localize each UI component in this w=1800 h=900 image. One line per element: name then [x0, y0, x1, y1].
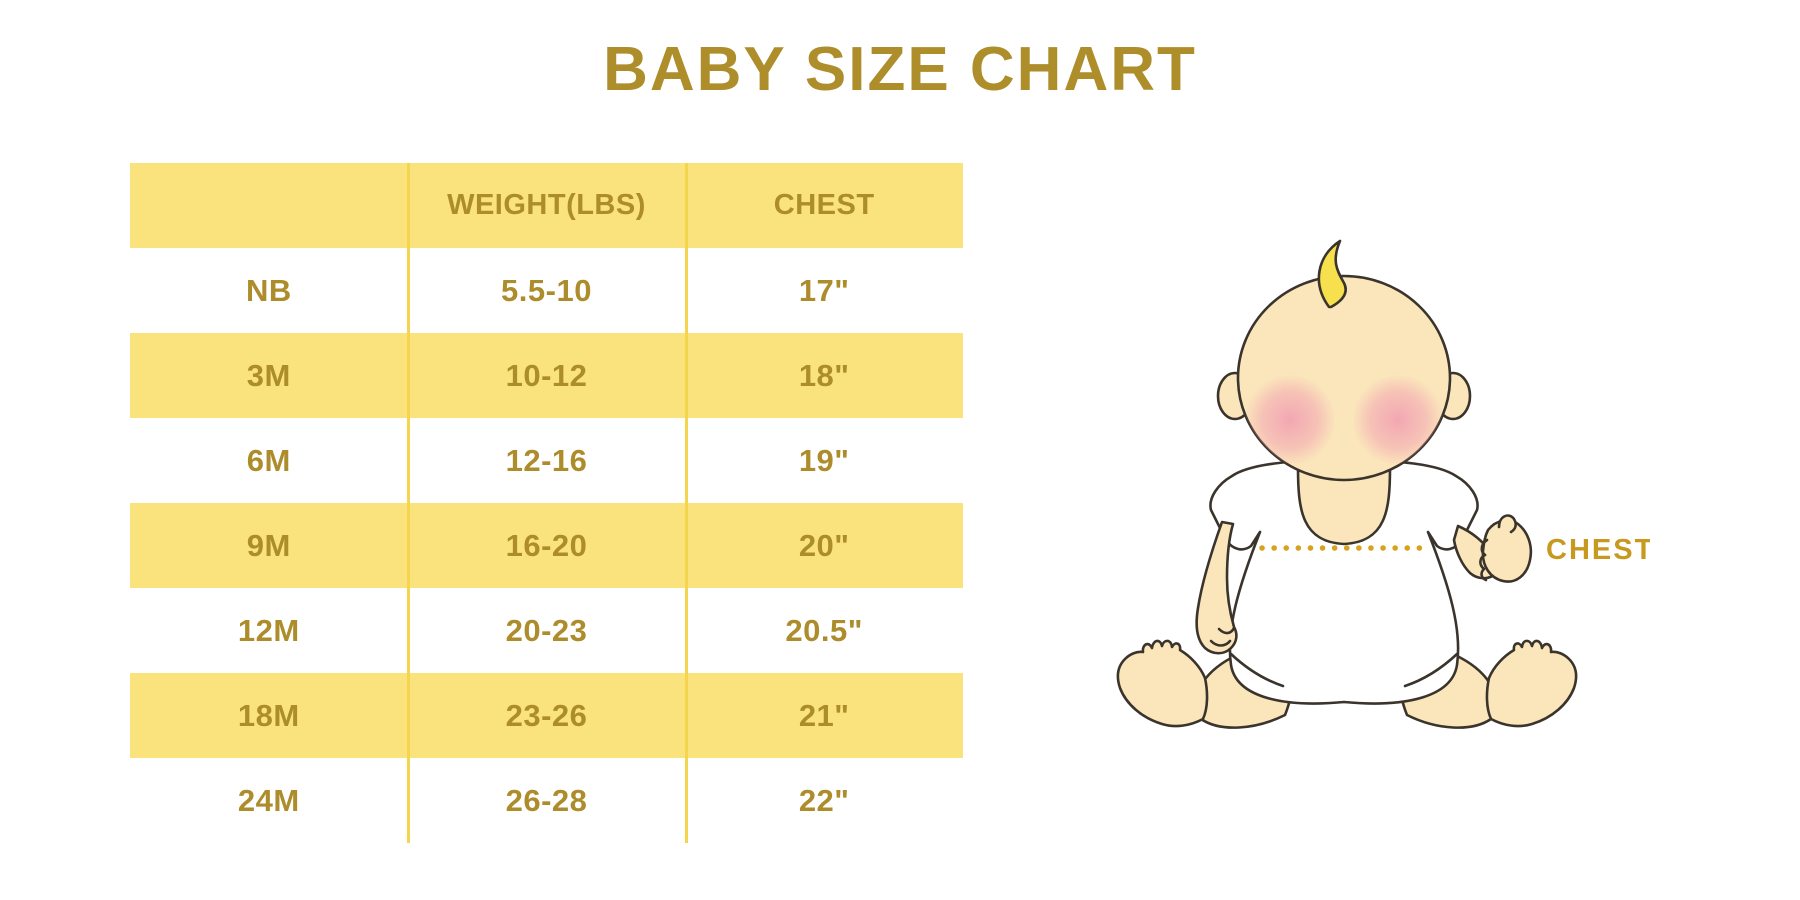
table-row: 24M 26-28 22" — [130, 758, 963, 843]
cell-size: 18M — [237, 697, 300, 733]
cell-chest: 17" — [798, 272, 850, 308]
cell-size: 9M — [246, 527, 291, 563]
cell-size: 3M — [246, 357, 291, 393]
size-table: WEIGHT(LBS) CHEST NB 5.5-10 17" 3M 10-12… — [130, 163, 963, 843]
cell-size: NB — [245, 272, 292, 308]
baby-hair-curl — [1317, 239, 1347, 309]
left-hand-finger-line — [1209, 639, 1232, 647]
fist-finger-ridge — [1480, 567, 1488, 582]
cell-chest: 21" — [798, 697, 850, 733]
baby-onesie — [1209, 458, 1479, 705]
fist-finger-ridge — [1480, 538, 1489, 557]
onesie-fold-line — [1229, 652, 1285, 688]
cell-weight: 5.5-10 — [501, 272, 592, 308]
table-header-row: WEIGHT(LBS) CHEST — [130, 163, 963, 248]
table-row: 12M 20-23 20.5" — [130, 588, 963, 673]
left-hand-finger-line — [1217, 626, 1236, 635]
cell-chest: 20.5" — [785, 612, 863, 648]
table-row: 9M 16-20 20" — [130, 503, 963, 588]
onesie-fold-line — [1403, 652, 1459, 688]
header-weight: WEIGHT(LBS) — [447, 189, 646, 221]
fist-finger-ridge — [1479, 553, 1487, 571]
table-row: 6M 12-16 19" — [130, 418, 963, 503]
baby-left-cheek — [1244, 374, 1336, 466]
baby-left-arm — [1195, 520, 1238, 655]
baby-left-foot — [1116, 639, 1209, 728]
cell-weight: 10-12 — [505, 357, 588, 393]
table-divider-line — [685, 163, 688, 843]
cell-chest: 20" — [798, 527, 850, 563]
cell-size: 12M — [237, 612, 300, 648]
cell-weight: 23-26 — [505, 697, 588, 733]
baby-right-cheek — [1352, 374, 1444, 466]
cell-chest: 18" — [798, 357, 850, 393]
cell-weight: 16-20 — [505, 527, 588, 563]
table-row: 18M 23-26 21" — [130, 673, 963, 758]
cell-chest: 22" — [798, 782, 850, 818]
table-row: 3M 10-12 18" — [130, 333, 963, 418]
cell-chest: 19" — [798, 442, 850, 478]
header-chest: CHEST — [773, 189, 875, 221]
baby-illustration: CHEST — [950, 210, 1652, 730]
cell-weight: 12-16 — [505, 442, 588, 478]
fist-thumb — [1497, 514, 1517, 534]
cell-size: 6M — [246, 442, 291, 478]
cell-weight: 20-23 — [505, 612, 588, 648]
cell-weight: 26-28 — [505, 782, 588, 818]
chest-label: CHEST — [1546, 534, 1650, 566]
table-divider-line — [407, 163, 410, 843]
baby-right-foot — [1485, 639, 1578, 728]
table-row: NB 5.5-10 17" — [130, 248, 963, 333]
cell-size: 24M — [237, 782, 300, 818]
page-title: BABY SIZE CHART — [603, 35, 1197, 104]
